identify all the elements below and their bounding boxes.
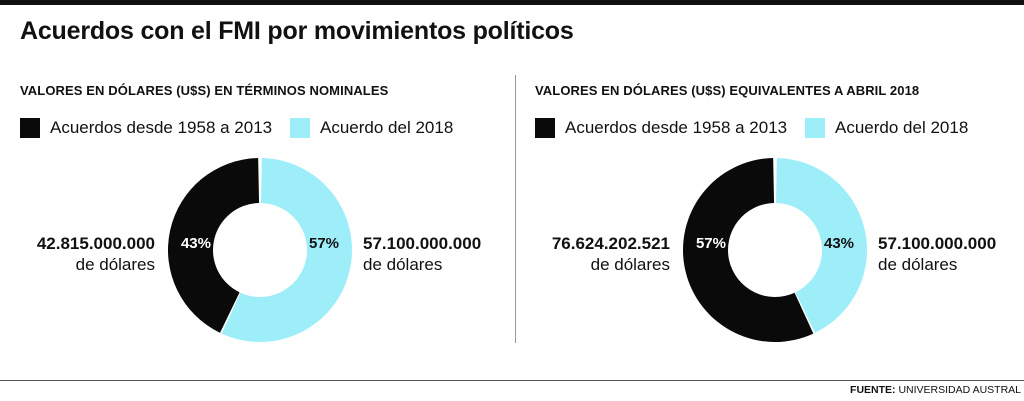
unit: de dólares [878, 255, 958, 274]
unit: de dólares [590, 255, 670, 274]
amount: 57.100.000.000 [363, 234, 482, 253]
percent-label: 43% [824, 235, 854, 252]
chart-panel-nominal: VALORES EN DÓLARES (U$S) EN TÉRMINOS NOM… [0, 0, 500, 380]
legend-item-historic: Acuerdos desde 1958 a 2013 [20, 117, 272, 139]
legend-label: Acuerdos desde 1958 a 2013 [50, 118, 273, 137]
slice-historic [167, 158, 260, 333]
legend-item-2018: Acuerdo del 2018 [805, 117, 968, 139]
slice-2018 [221, 158, 352, 342]
chart-panel-adjusted: VALORES EN DÓLARES (U$S) EQUIVALENTES A … [515, 0, 1015, 380]
unit: de dólares [363, 255, 443, 274]
value-label-historic: 76.624.202.521 de dólares [552, 233, 670, 275]
value-label-2018: 57.100.000.000 de dólares [363, 233, 481, 275]
source-credit: FUENTE: UNIVERSIDAD AUSTRAL [850, 384, 1021, 396]
source-label: FUENTE: [850, 384, 896, 396]
donut-chart: 57% 43% [683, 158, 867, 342]
bottom-rule [0, 380, 1024, 381]
legend-label: Acuerdo del 2018 [835, 118, 969, 137]
donut-chart: 43% 57% [167, 158, 352, 342]
legend-label: Acuerdo del 2018 [320, 118, 454, 137]
top-rule [0, 0, 1024, 5]
panel-divider [515, 75, 516, 343]
value-label-2018: 57.100.000.000 de dólares [878, 233, 996, 275]
slice-historic [683, 158, 814, 342]
percent-label: 57% [309, 235, 339, 252]
source-value: UNIVERSIDAD AUSTRAL [898, 384, 1021, 396]
amount: 57.100.000.000 [878, 234, 997, 253]
legend-swatch-dark [20, 118, 40, 138]
percent-label: 57% [696, 235, 726, 252]
amount: 42.815.000.000 [36, 234, 155, 253]
legend-item-historic: Acuerdos desde 1958 a 2013 [535, 117, 787, 139]
legend-item-2018: Acuerdo del 2018 [290, 117, 453, 139]
legend-swatch-dark [535, 118, 555, 138]
unit: de dólares [75, 255, 155, 274]
legend-swatch-light [290, 118, 310, 138]
page-title: Acuerdos con el FMI por movimientos polí… [20, 17, 574, 45]
slice-2018 [775, 158, 867, 333]
amount: 76.624.202.521 [551, 234, 670, 253]
legend-label: Acuerdos desde 1958 a 2013 [565, 118, 788, 137]
chart-title: VALORES EN DÓLARES (U$S) EN TÉRMINOS NOM… [20, 83, 389, 98]
legend-swatch-light [805, 118, 825, 138]
chart-title: VALORES EN DÓLARES (U$S) EQUIVALENTES A … [535, 83, 920, 98]
percent-label: 43% [181, 235, 211, 252]
value-label-historic: 42.815.000.000 de dólares [37, 233, 155, 275]
